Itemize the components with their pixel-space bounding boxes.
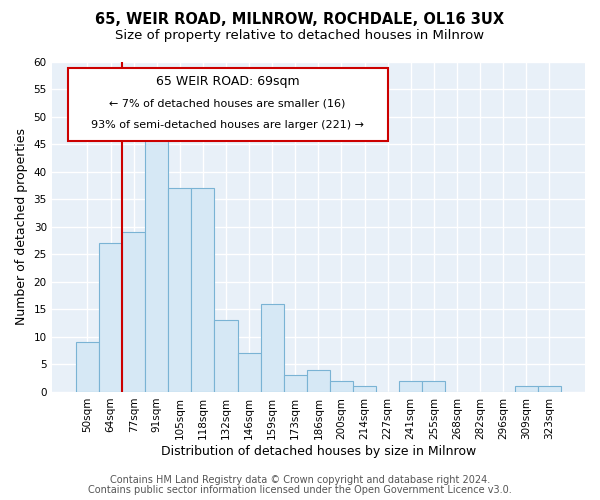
Bar <box>353 386 376 392</box>
Y-axis label: Number of detached properties: Number of detached properties <box>15 128 28 325</box>
Bar <box>307 370 330 392</box>
Bar <box>422 381 445 392</box>
Bar <box>284 376 307 392</box>
Bar <box>260 304 284 392</box>
Bar <box>191 188 214 392</box>
Text: Contains HM Land Registry data © Crown copyright and database right 2024.: Contains HM Land Registry data © Crown c… <box>110 475 490 485</box>
Text: 65, WEIR ROAD, MILNROW, ROCHDALE, OL16 3UX: 65, WEIR ROAD, MILNROW, ROCHDALE, OL16 3… <box>95 12 505 28</box>
Bar <box>145 128 168 392</box>
Bar <box>538 386 561 392</box>
Text: ← 7% of detached houses are smaller (16): ← 7% of detached houses are smaller (16) <box>109 98 346 108</box>
Bar <box>399 381 422 392</box>
Bar <box>238 354 260 392</box>
Bar <box>168 188 191 392</box>
Text: 65 WEIR ROAD: 69sqm: 65 WEIR ROAD: 69sqm <box>156 74 299 88</box>
Bar <box>76 342 99 392</box>
Text: Size of property relative to detached houses in Milnrow: Size of property relative to detached ho… <box>115 29 485 42</box>
Bar <box>515 386 538 392</box>
Bar <box>99 244 122 392</box>
Bar <box>330 381 353 392</box>
FancyBboxPatch shape <box>68 68 388 141</box>
Bar <box>214 320 238 392</box>
Text: 93% of semi-detached houses are larger (221) →: 93% of semi-detached houses are larger (… <box>91 120 364 130</box>
Bar <box>122 232 145 392</box>
Text: Contains public sector information licensed under the Open Government Licence v3: Contains public sector information licen… <box>88 485 512 495</box>
X-axis label: Distribution of detached houses by size in Milnrow: Distribution of detached houses by size … <box>161 444 476 458</box>
